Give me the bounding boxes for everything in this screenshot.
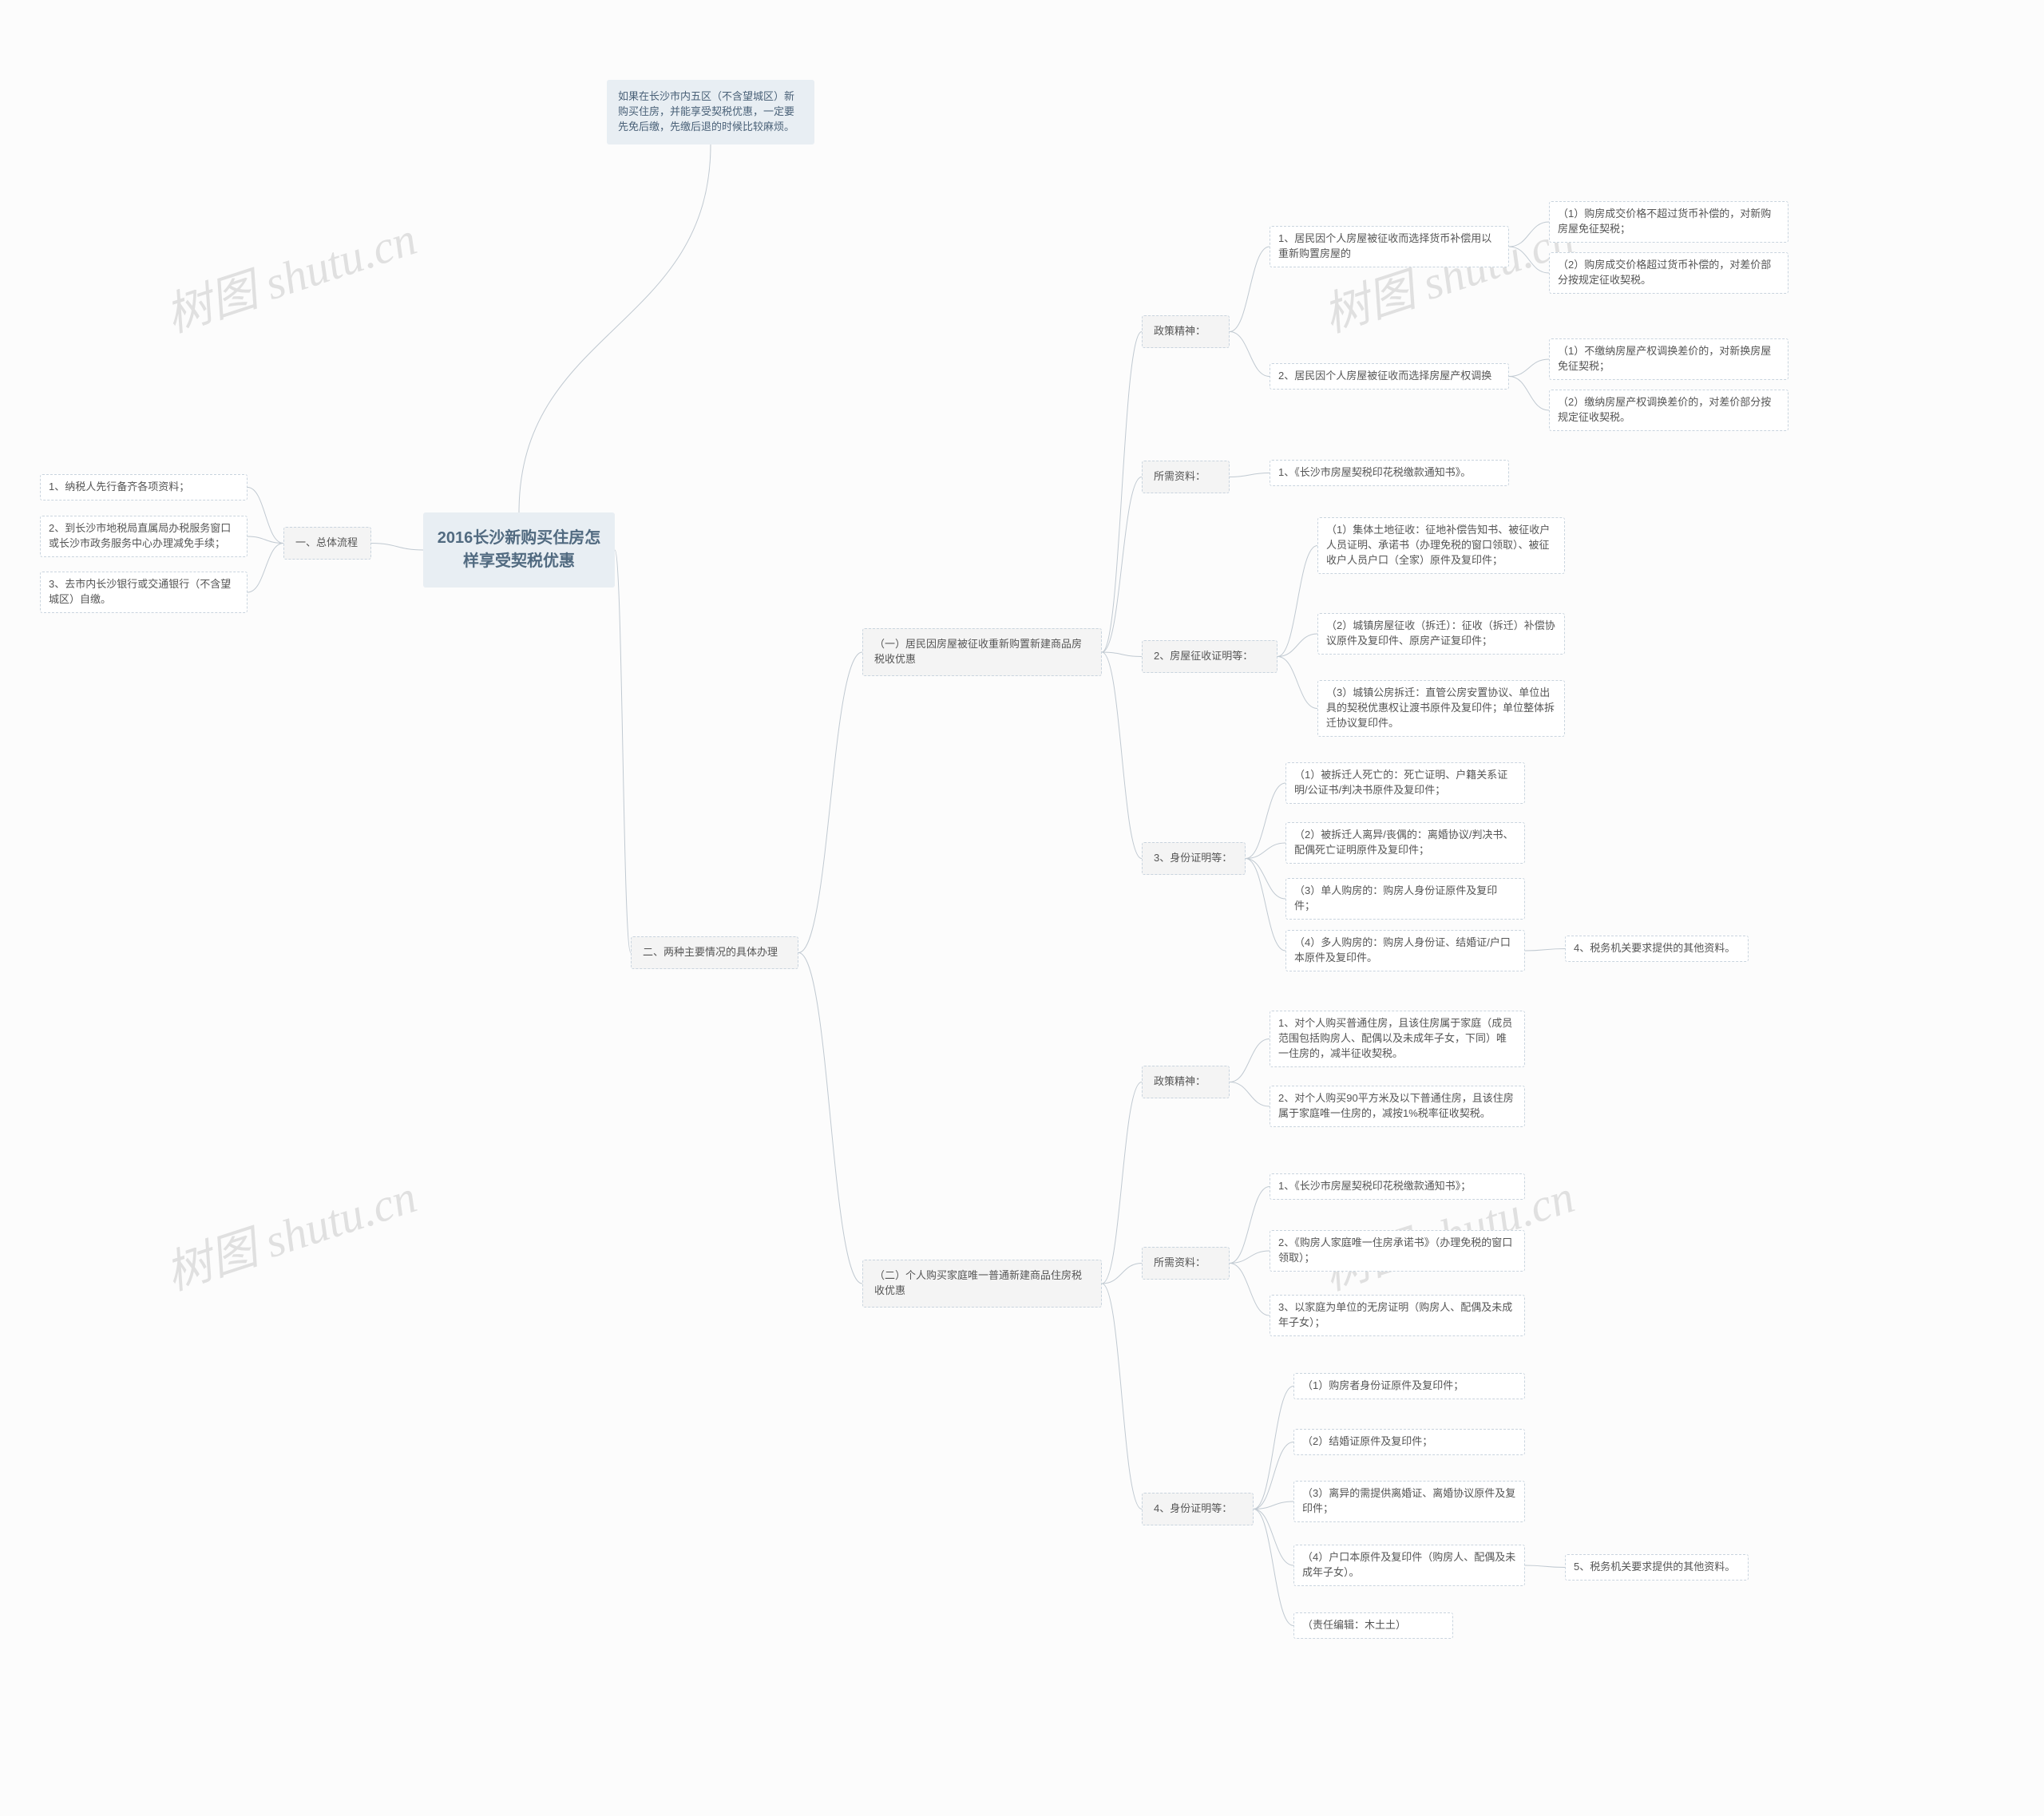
node-s2a_id_3: （3）单人购房的：购房人身份证原件及复印件； [1285, 878, 1525, 920]
node-label: 二、两种主要情况的具体办理 [643, 946, 778, 958]
node-label: （2）被拆迁人离异/丧偶的：离婚协议/判决书、配偶死亡证明原件及复印件； [1294, 829, 1513, 856]
node-label: 2、对个人购买90平方米及以下普通住房，且该住房属于家庭唯一住房的，减按1%税率… [1278, 1092, 1514, 1119]
node-s2b_doc_3: 3、以家庭为单位的无房证明（购房人、配偶及未成年子女）； [1270, 1295, 1525, 1336]
node-s2a_hz_2: （2）城镇房屋征收（拆迁）：征收（拆迁）补偿协议原件及复印件、原房产证复印件； [1317, 613, 1565, 655]
node-s2b_pol_2: 2、对个人购买90平方米及以下普通住房，且该住房属于家庭唯一住房的，减按1%税率… [1270, 1086, 1525, 1127]
node-label: （1）购房者身份证原件及复印件； [1302, 1379, 1464, 1391]
node-label: （3）城镇公房拆迁：直管公房安置协议、单位出具的契税优惠权让渡书原件及复印件；单… [1326, 686, 1555, 729]
node-label: 政策精神： [1154, 325, 1206, 337]
node-label: （4）户口本原件及复印件（购房人、配偶及未成年子女）。 [1302, 1551, 1515, 1578]
node-s2a_pol: 政策精神： [1142, 315, 1230, 348]
node-s2b_editor: （责任编辑：木土土） [1293, 1612, 1453, 1639]
node-label: （2）结婚证原件及复印件； [1302, 1435, 1432, 1447]
node-s2b_id_5: 5、税务机关要求提供的其他资料。 [1565, 1554, 1749, 1581]
node-s2a_hz_3: （3）城镇公房拆迁：直管公房安置协议、单位出具的契税优惠权让渡书原件及复印件；单… [1317, 680, 1565, 737]
node-s2b: （二）个人购买家庭唯一普通新建商品住房税收优惠 [862, 1260, 1102, 1308]
node-label: 2016长沙新购买住房怎样享受契税优惠 [438, 529, 601, 570]
node-s2a_id_2: （2）被拆迁人离异/丧偶的：离婚协议/判决书、配偶死亡证明原件及复印件； [1285, 822, 1525, 864]
node-s2a_doc: 所需资料： [1142, 461, 1230, 493]
node-intro: 如果在长沙市内五区（不含望城区）新购买住房，并能享受契税优惠，一定要先免后缴，先… [607, 80, 814, 144]
node-s2b_pol_1: 1、对个人购买普通住房，且该住房属于家庭（成员范围包括购房人、配偶以及未成年子女… [1270, 1011, 1525, 1067]
watermark: 树图 shutu.cn [156, 201, 423, 345]
node-label: 一、总体流程 [295, 536, 358, 548]
node-label: （二）个人购买家庭唯一普通新建商品住房税收优惠 [874, 1269, 1082, 1296]
node-label: 所需资料： [1154, 470, 1206, 482]
watermark: 树图 shutu.cn [1313, 201, 1581, 345]
node-root: 2016长沙新购买住房怎样享受契税优惠 [423, 512, 615, 588]
node-label: 4、税务机关要求提供的其他资料。 [1574, 942, 1735, 954]
node-s2a_pol_2a: （1）不缴纳房屋产权调换差价的，对新换房屋免征契税； [1549, 338, 1788, 380]
node-s2b_pol: 政策精神： [1142, 1066, 1230, 1098]
node-label: （1）购房成交价格不超过货币补偿的，对新购房屋免征契税； [1558, 208, 1771, 235]
node-label: 1、居民因个人房屋被征收而选择货币补偿用以重新购置房屋的 [1278, 232, 1491, 259]
node-s2b_id: 4、身份证明等： [1142, 1493, 1254, 1525]
node-s1_1: 1、纳税人先行备齐各项资料； [40, 474, 248, 500]
node-s2a_hz: 2、房屋征收证明等： [1142, 640, 1278, 673]
node-s1: 一、总体流程 [283, 527, 371, 560]
node-s2b_id_4: （4）户口本原件及复印件（购房人、配偶及未成年子女）。 [1293, 1545, 1525, 1586]
node-s2a_id: 3、身份证明等： [1142, 842, 1246, 875]
node-s2: 二、两种主要情况的具体办理 [631, 936, 798, 969]
node-label: 如果在长沙市内五区（不含望城区）新购买住房，并能享受契税优惠，一定要先免后缴，先… [618, 90, 794, 133]
node-label: 1、《长沙市房屋契税印花税缴款通知书》； [1278, 1180, 1471, 1192]
node-s2a_id_5: 4、税务机关要求提供的其他资料。 [1565, 936, 1749, 962]
node-s2b_doc: 所需资料： [1142, 1247, 1230, 1280]
node-s2b_doc_2: 2、《购房人家庭唯一住房承诺书》（办理免税的窗口领取）； [1270, 1230, 1525, 1272]
node-s2a_pol_1a: （1）购房成交价格不超过货币补偿的，对新购房屋免征契税； [1549, 201, 1788, 243]
node-label: 3、以家庭为单位的无房证明（购房人、配偶及未成年子女）； [1278, 1301, 1512, 1328]
node-label: 4、身份证明等： [1154, 1502, 1232, 1514]
node-label: （2）购房成交价格超过货币补偿的，对差价部分按规定征收契税。 [1558, 259, 1771, 286]
node-s2a_pol_1: 1、居民因个人房屋被征收而选择货币补偿用以重新购置房屋的 [1270, 226, 1509, 267]
node-s2a_pol_2: 2、居民因个人房屋被征收而选择房屋产权调换 [1270, 363, 1509, 390]
node-label: （1）被拆迁人死亡的：死亡证明、户籍关系证明/公证书/判决书原件及复印件； [1294, 769, 1507, 796]
node-s2a_id_1: （1）被拆迁人死亡的：死亡证明、户籍关系证明/公证书/判决书原件及复印件； [1285, 762, 1525, 804]
node-label: （1）不缴纳房屋产权调换差价的，对新换房屋免征契税； [1558, 345, 1771, 372]
node-label: （3）离异的需提供离婚证、离婚协议原件及复印件； [1302, 1487, 1515, 1514]
node-label: 2、到长沙市地税局直属局办税服务窗口或长沙市政务服务中心办理减免手续； [49, 522, 231, 549]
node-label: 1、纳税人先行备齐各项资料； [49, 481, 189, 493]
node-label: （4）多人购房的：购房人身份证、结婚证/户口本原件及复印件。 [1294, 936, 1511, 963]
node-label: 3、身份证明等： [1154, 852, 1232, 864]
node-s1_3: 3、去市内长沙银行或交通银行（不含望城区）自缴。 [40, 572, 248, 613]
node-label: 2、居民因个人房屋被征收而选择房屋产权调换 [1278, 370, 1491, 382]
node-s2a_id_4: （4）多人购房的：购房人身份证、结婚证/户口本原件及复印件。 [1285, 930, 1525, 971]
node-label: （一）居民因房屋被征收重新购置新建商品房税收优惠 [874, 638, 1082, 665]
node-s2b_id_3: （3）离异的需提供离婚证、离婚协议原件及复印件； [1293, 1481, 1525, 1522]
node-label: 2、房屋征收证明等： [1154, 650, 1253, 662]
node-s2a_doc_1: 1、《长沙市房屋契税印花税缴款通知书》。 [1270, 460, 1509, 486]
node-label: （3）单人购房的：购房人身份证原件及复印件； [1294, 884, 1497, 912]
node-label: 1、《长沙市房屋契税印花税缴款通知书》。 [1278, 466, 1471, 478]
node-label: 所需资料： [1154, 1256, 1206, 1268]
node-label: 3、去市内长沙银行或交通银行（不含望城区）自缴。 [49, 578, 231, 605]
node-s2b_id_2: （2）结婚证原件及复印件； [1293, 1429, 1525, 1455]
node-label: 1、对个人购买普通住房，且该住房属于家庭（成员范围包括购房人、配偶以及未成年子女… [1278, 1017, 1512, 1059]
node-s2b_doc_1: 1、《长沙市房屋契税印花税缴款通知书》； [1270, 1173, 1525, 1200]
node-label: 2、《购房人家庭唯一住房承诺书》（办理免税的窗口领取）； [1278, 1236, 1512, 1264]
node-s2a_hz_1: （1）集体土地征收：征地补偿告知书、被征收户人员证明、承诺书（办理免税的窗口领取… [1317, 517, 1565, 574]
node-label: （2）城镇房屋征收（拆迁）：征收（拆迁）补偿协议原件及复印件、原房产证复印件； [1326, 619, 1555, 647]
node-s2b_id_1: （1）购房者身份证原件及复印件； [1293, 1373, 1525, 1399]
node-label: 政策精神： [1154, 1075, 1206, 1087]
node-label: （责任编辑：木土土） [1302, 1619, 1406, 1631]
node-s2a: （一）居民因房屋被征收重新购置新建商品房税收优惠 [862, 628, 1102, 676]
node-label: 5、税务机关要求提供的其他资料。 [1574, 1561, 1735, 1573]
node-s2a_pol_2b: （2）缴纳房屋产权调换差价的，对差价部分按规定征收契税。 [1549, 390, 1788, 431]
node-label: （2）缴纳房屋产权调换差价的，对差价部分按规定征收契税。 [1558, 396, 1771, 423]
watermark: 树图 shutu.cn [156, 1159, 423, 1303]
node-label: （1）集体土地征收：征地补偿告知书、被征收户人员证明、承诺书（办理免税的窗口领取… [1326, 524, 1550, 566]
node-s2a_pol_1b: （2）购房成交价格超过货币补偿的，对差价部分按规定征收契税。 [1549, 252, 1788, 294]
node-s1_2: 2、到长沙市地税局直属局办税服务窗口或长沙市政务服务中心办理减免手续； [40, 516, 248, 557]
